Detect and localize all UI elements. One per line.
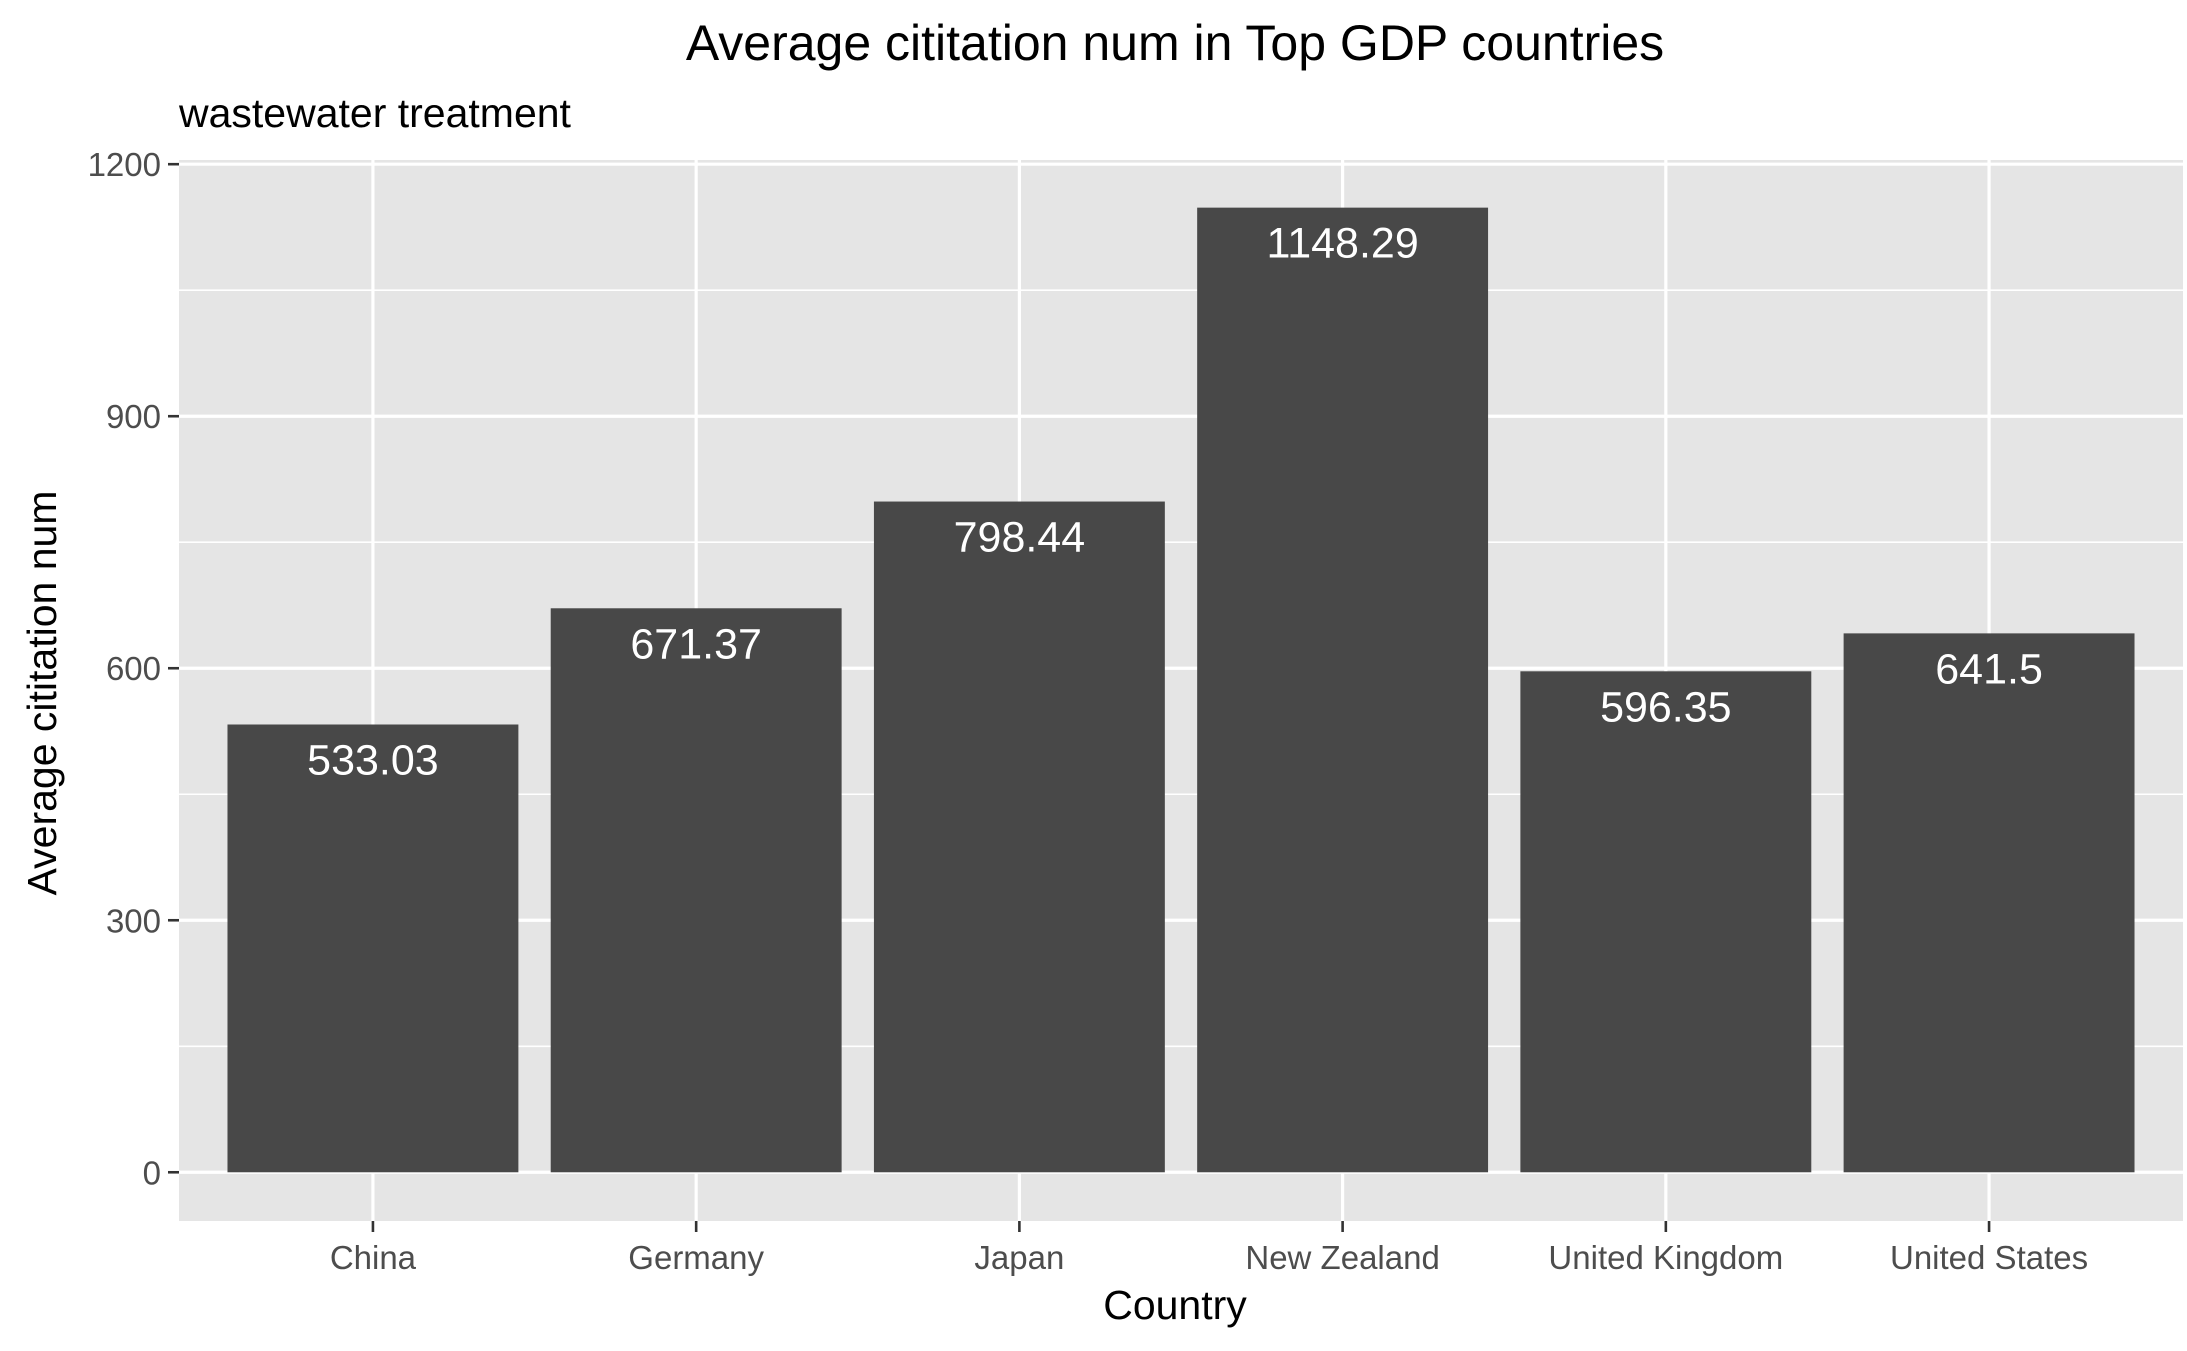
x-tick-label: China bbox=[330, 1239, 417, 1276]
data-label: 641.5 bbox=[1935, 645, 2043, 693]
data-label: 596.35 bbox=[1600, 683, 1732, 731]
x-tick-label: Germany bbox=[628, 1239, 764, 1276]
bar-united-states bbox=[1843, 633, 2135, 1173]
chart-title: Average cititation num in Top GDP countr… bbox=[686, 15, 1664, 71]
y-tick-label: 900 bbox=[106, 398, 161, 435]
data-label: 1148.29 bbox=[1266, 220, 1418, 268]
y-tick-label: 300 bbox=[106, 902, 161, 939]
data-label: 671.37 bbox=[630, 620, 762, 668]
x-axis: China Germany Japan New Zealand United Kingd… bbox=[330, 1221, 2088, 1276]
y-tick-label: 600 bbox=[106, 650, 161, 687]
bar-germany bbox=[550, 608, 842, 1173]
y-tick-label: 1200 bbox=[88, 146, 161, 183]
bar-united-kingdom bbox=[1520, 671, 1812, 1173]
y-axis: 0 300 600 900 1200 bbox=[88, 146, 179, 1191]
bar-japan bbox=[873, 501, 1165, 1173]
bar-new-zealand bbox=[1197, 207, 1489, 1173]
y-axis-title: Average cititation num bbox=[19, 491, 65, 896]
y-tick-label: 0 bbox=[143, 1154, 161, 1191]
x-axis-title: Country bbox=[1103, 1282, 1247, 1328]
data-label: 798.44 bbox=[954, 514, 1086, 562]
chart-subtitle: wastewater treatment bbox=[178, 90, 572, 136]
plot-panel: 533.03 671.37 798.44 1148.29 596.35 641.5 bbox=[179, 160, 2183, 1221]
x-tick-label: Japan bbox=[974, 1239, 1064, 1276]
x-tick-label: New Zealand bbox=[1245, 1239, 1439, 1276]
x-tick-label: United States bbox=[1890, 1239, 2088, 1276]
data-label: 533.03 bbox=[307, 736, 439, 784]
bar-china bbox=[227, 724, 519, 1173]
x-tick-label: United Kingdom bbox=[1548, 1239, 1783, 1276]
